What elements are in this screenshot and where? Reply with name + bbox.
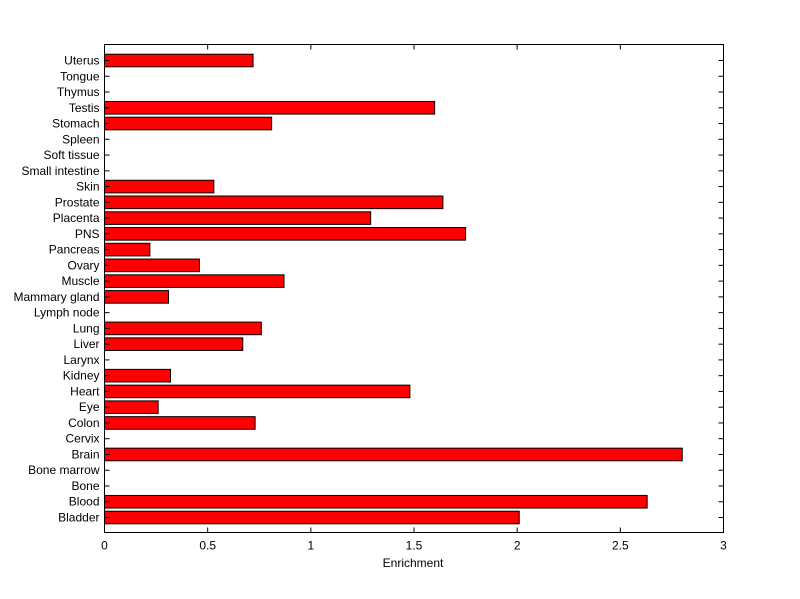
y-tick-label-prostate: Prostate <box>55 195 100 209</box>
x-tick-label: 1 <box>307 539 314 553</box>
y-tick-label-eye: Eye <box>79 400 100 414</box>
x-tick-label: 0.5 <box>199 539 216 553</box>
bar-mammary-gland <box>104 290 169 304</box>
bar-pns <box>104 227 467 241</box>
y-tick-label-mammary-gland: Mammary gland <box>13 290 99 304</box>
x-tick-label: 2 <box>514 539 521 553</box>
bar-pancreas <box>104 242 151 257</box>
bar-prostate <box>104 195 444 210</box>
bar-skin <box>104 179 215 194</box>
y-tick-label-placenta: Placenta <box>53 211 100 225</box>
y-tick-label-stomach: Stomach <box>52 117 99 131</box>
x-tick-label: 2.5 <box>612 539 629 553</box>
bar-kidney <box>104 368 172 383</box>
bar-uterus <box>104 53 254 68</box>
y-tick-label-lung: Lung <box>73 321 100 335</box>
y-tick-label-spleen: Spleen <box>62 132 99 146</box>
y-tick-label-ovary: Ovary <box>67 258 99 272</box>
bar-bladder <box>104 510 520 525</box>
y-tick-label-pancreas: Pancreas <box>49 243 100 257</box>
bar-muscle <box>104 274 285 288</box>
y-tick-label-bone: Bone <box>71 479 99 493</box>
y-tick-label-pns: PNS <box>75 227 100 241</box>
y-tick-label-liver: Liver <box>73 337 99 351</box>
bar-liver <box>104 337 244 351</box>
bar-stomach <box>104 116 273 131</box>
bar-testis <box>104 100 436 115</box>
bar-ovary <box>104 258 200 273</box>
bar-heart <box>104 384 411 399</box>
x-tick-label: 3 <box>720 539 727 553</box>
y-tick-label-blood: Blood <box>69 495 100 509</box>
x-tick-label: 1.5 <box>406 539 423 553</box>
x-axis-ticks: 0 0.5 1 1.5 2 2.5 3 <box>101 44 727 553</box>
y-tick-label-skin: Skin <box>76 180 99 194</box>
y-tick-label-brain: Brain <box>71 447 99 461</box>
y-tick-label-kidney: Kidney <box>63 369 100 383</box>
y-tick-label-lymph-node: Lymph node <box>34 306 100 320</box>
y-tick-label-larynx: Larynx <box>63 353 99 367</box>
bar-blood <box>104 494 648 509</box>
y-tick-label-muscle: Muscle <box>61 274 99 288</box>
y-tick-label-uterus: Uterus <box>64 54 99 68</box>
x-axis-label: Enrichment <box>383 556 444 570</box>
bar-lung <box>104 321 262 336</box>
y-tick-label-tongue: Tongue <box>60 69 100 83</box>
y-tick-label-heart: Heart <box>70 384 100 398</box>
y-tick-label-bone-marrow: Bone marrow <box>28 463 100 477</box>
y-tick-label-cervix: Cervix <box>65 432 99 446</box>
bar-brain <box>104 447 683 462</box>
y-tick-label-bladder: Bladder <box>58 511 99 525</box>
y-tick-label-colon: Colon <box>68 416 99 430</box>
bar-eye <box>104 400 159 414</box>
bar-placenta <box>104 211 372 225</box>
x-tick-label: 0 <box>101 539 108 553</box>
y-tick-label-small-intestine: Small intestine <box>21 164 99 178</box>
y-tick-label-testis: Testis <box>69 101 100 115</box>
bar-colon <box>104 416 256 430</box>
y-tick-label-soft-tissue: Soft tissue <box>43 148 99 162</box>
y-tick-label-thymus: Thymus <box>57 85 100 99</box>
